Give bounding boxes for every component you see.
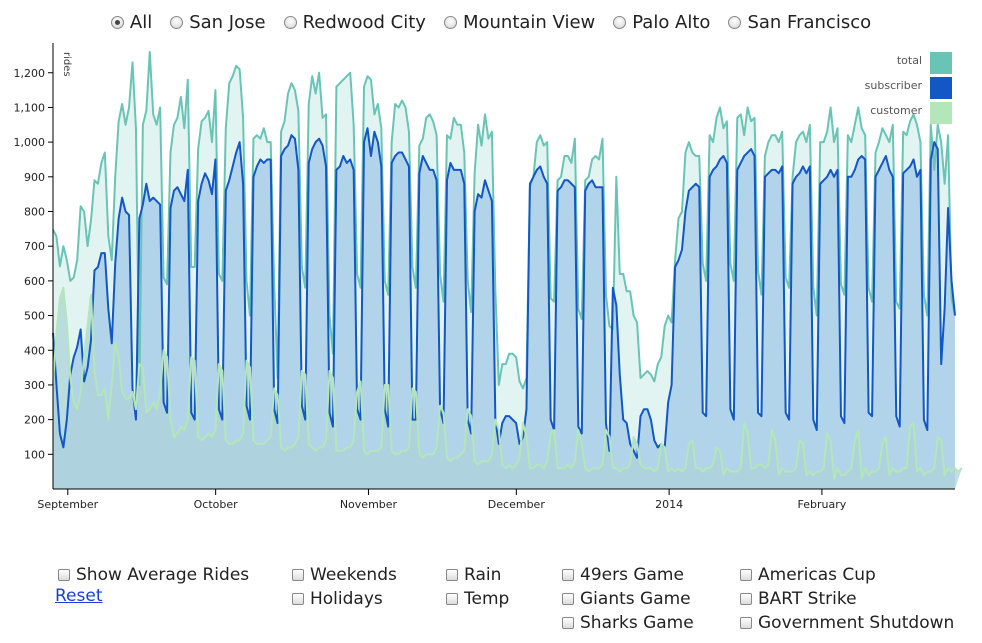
- checkbox-box[interactable]: [446, 593, 458, 605]
- y-tick-label: 400: [24, 344, 45, 357]
- checkbox-box[interactable]: [446, 569, 458, 581]
- legend-swatch-customer: [930, 102, 952, 124]
- x-tick-label: September: [37, 498, 98, 511]
- checkbox-box[interactable]: [292, 569, 304, 581]
- show-average-checkbox[interactable]: Show Average Rides: [58, 565, 249, 585]
- radio-palo-alto[interactable]: Palo Alto: [613, 12, 710, 33]
- holidays-label: Holidays: [310, 589, 383, 609]
- radio-button[interactable]: [110, 16, 124, 29]
- y-tick-label: 1,100: [14, 101, 46, 114]
- radio-san-jose[interactable]: San Jose: [170, 12, 266, 33]
- radio-mountain-view[interactable]: Mountain View: [443, 12, 596, 33]
- y-tick-label: 1,200: [14, 67, 46, 80]
- rain-checkbox[interactable]: Rain: [446, 565, 501, 585]
- x-tick-label: February: [798, 498, 847, 511]
- 49ers-game-checkbox[interactable]: 49ers Game: [562, 565, 684, 585]
- americas-cup-label: Americas Cup: [758, 565, 876, 585]
- legend-label-customer: customer: [870, 104, 922, 117]
- radio-button[interactable]: [443, 16, 457, 29]
- y-tick-label: 1,000: [14, 136, 46, 149]
- radio-label: San Francisco: [747, 12, 872, 33]
- government-shutdown-label: Government Shutdown: [758, 613, 955, 633]
- legend-label-subscriber: subscriber: [865, 79, 923, 92]
- radio-button[interactable]: [613, 16, 627, 29]
- sharks-game-checkbox[interactable]: Sharks Game: [562, 613, 694, 633]
- x-tick-label: October: [194, 498, 238, 511]
- line-customer: [52, 286, 963, 480]
- checkbox-box[interactable]: [562, 617, 574, 629]
- reset-link[interactable]: Reset: [55, 586, 103, 606]
- giants-game-checkbox[interactable]: Giants Game: [562, 589, 691, 609]
- radio-label: Redwood City: [302, 12, 426, 33]
- checkbox-box[interactable]: [292, 593, 304, 605]
- y-tick-label: 700: [24, 240, 45, 253]
- americas-cup-checkbox[interactable]: Americas Cup: [740, 565, 876, 585]
- checkbox-box[interactable]: [740, 617, 752, 629]
- checkbox-box[interactable]: [562, 593, 574, 605]
- y-tick-label: 300: [24, 379, 45, 392]
- show-average-label: Show Average Rides: [76, 565, 250, 585]
- rain-label: Rain: [464, 565, 502, 585]
- y-tick-label: 100: [24, 448, 45, 461]
- line-subscriber: [52, 127, 956, 459]
- y-tick-label: 200: [24, 414, 45, 427]
- line-total: [52, 50, 956, 390]
- 49ers-game-label: 49ers Game: [580, 565, 684, 585]
- checkbox-box[interactable]: [58, 569, 70, 581]
- x-tick-label: 2014: [655, 498, 683, 511]
- y-tick-label: 900: [24, 171, 45, 184]
- x-tick-label: December: [488, 498, 546, 511]
- radio-button[interactable]: [170, 16, 184, 29]
- radio-redwood-city[interactable]: Redwood City: [283, 12, 426, 33]
- weekends-checkbox[interactable]: Weekends: [292, 565, 397, 585]
- bart-strike-label: BART Strike: [758, 589, 857, 609]
- checkbox-box[interactable]: [740, 569, 752, 581]
- legend-swatch-total: [930, 52, 952, 74]
- radio-all[interactable]: All: [110, 12, 153, 33]
- y-tick-label: 600: [24, 275, 45, 288]
- radio-label: Palo Alto: [632, 12, 711, 33]
- radio-button[interactable]: [728, 16, 742, 29]
- radio-san-francisco[interactable]: San Francisco: [728, 12, 871, 33]
- temp-label: Temp: [464, 589, 510, 609]
- holidays-checkbox[interactable]: Holidays: [292, 589, 383, 609]
- government-shutdown-checkbox[interactable]: Government Shutdown: [740, 613, 954, 633]
- bart-strike-checkbox[interactable]: BART Strike: [740, 589, 857, 609]
- y-tick-label: 500: [24, 310, 45, 323]
- weekends-label: Weekends: [310, 565, 397, 585]
- radio-button[interactable]: [283, 16, 297, 29]
- radio-label: Mountain View: [462, 12, 596, 33]
- station-filter: All San Jose Redwood City Mountain View Palo…: [0, 12, 982, 33]
- legend-label-total: total: [897, 54, 922, 67]
- radio-label: San Jose: [189, 12, 266, 33]
- checkbox-box[interactable]: [740, 593, 752, 605]
- y-tick-label: 800: [24, 206, 45, 219]
- x-tick-label: November: [340, 498, 398, 511]
- y-axis-label: rides: [61, 52, 72, 77]
- giants-game-label: Giants Game: [580, 589, 691, 609]
- legend-swatch-subscriber: [930, 77, 952, 99]
- sharks-game-label: Sharks Game: [580, 613, 694, 633]
- checkbox-box[interactable]: [562, 569, 574, 581]
- radio-label: All: [129, 12, 153, 33]
- temp-checkbox[interactable]: Temp: [446, 589, 509, 609]
